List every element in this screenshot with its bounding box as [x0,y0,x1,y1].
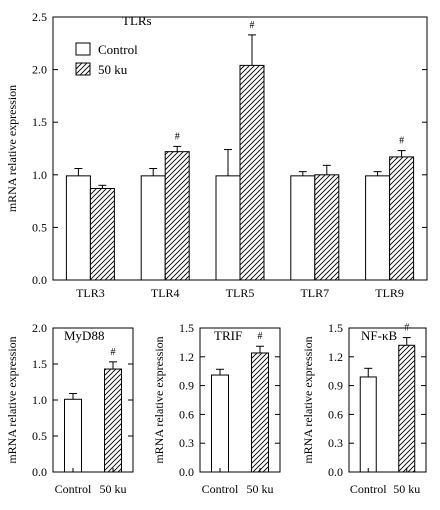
x-tick-label: Control [202,482,239,496]
trif-panel: 0.0 0.3 0.6 0.9 1.2 1.5 mRNA relative expressi… [152,321,281,496]
x-tick-label: 50 ku [247,482,274,496]
bar-treated [389,156,415,281]
bar-treated [239,64,265,281]
legend-entry: Control [98,42,138,57]
x-tick-label: TLR9 [375,286,404,300]
legend-entry: 50 ku [98,62,128,77]
y-tick-label: 1.5 [32,357,47,371]
y-tick-label: 0.9 [328,379,343,393]
bar-treated [104,368,122,473]
plot-frame [199,327,281,473]
y-axis-title: mRNA relative expression [5,336,19,463]
significance-mark: # [258,331,263,342]
y-axis-title: mRNA relative expression [5,85,19,212]
y-tick-label: 1.2 [179,350,194,364]
significance-mark: # [250,20,255,31]
bar-control [365,175,391,281]
y-tick-label: 0.0 [179,465,194,479]
y-tick-label: 0.9 [179,379,194,393]
bar-treated [251,352,269,473]
panel-title: TLRs [122,13,152,28]
y-tick-label: 1.0 [32,393,47,407]
y-axis-title: mRNA relative expression [152,336,166,463]
myd88-panel: 0.0 0.5 1.0 1.5 2.0 mRNA relative expression M… [5,321,134,496]
panel-title: MyD88 [64,328,104,343]
bar-treated [164,151,190,281]
significance-mark: # [175,131,180,142]
x-tick-label: TLR7 [300,286,329,300]
y-tick-label: 0.3 [179,436,194,450]
y-tick-label: 0.0 [32,465,47,479]
bar-control [65,175,91,281]
y-axis-title: mRNA relative expression [301,336,315,463]
y-tick-label: 0.6 [328,407,343,421]
y-tick-label: 0.3 [328,436,343,450]
y-tick-label: 2.0 [32,321,47,335]
significance-mark: # [399,136,404,147]
nfkb-panel: 0.0 0.3 0.6 0.9 1.2 1.5 mRNA relative expressi… [301,321,427,496]
bar-control [64,398,82,473]
tlr-panel: 0.0 0.5 1.0 1.5 2.0 2.5 mRNA relative expressi… [5,10,428,300]
y-tick-label: 1.5 [32,115,47,129]
x-tick-label: TLR5 [226,286,255,300]
bar-treated [398,344,416,473]
x-tick-label: 50 ku [393,482,420,496]
y-tick-label: 0.0 [32,273,47,287]
panel-title: TRIF [214,328,242,343]
y-tick-label: 1.2 [328,350,343,364]
significance-mark: # [111,347,116,358]
y-tick-label: 0.5 [32,429,47,443]
y-tick-label: 0.5 [32,220,47,234]
panel-title: NF-κB [361,328,397,343]
bar-control [140,175,166,281]
legend-swatch [75,62,91,76]
bar-control [215,175,241,281]
legend-swatch [75,42,91,56]
x-tick-label: Control [350,482,387,496]
x-tick-label: 50 ku [100,482,127,496]
bar-control [359,376,377,473]
y-tick-label: 0.0 [328,465,343,479]
y-tick-label: 1.5 [328,321,343,335]
y-tick-label: 1.0 [32,168,47,182]
y-tick-label: 1.5 [179,321,194,335]
significance-mark: # [404,323,409,334]
y-tick-label: 2.0 [32,63,47,77]
x-tick-label: Control [55,482,92,496]
y-tick-label: 2.5 [32,10,47,24]
bar-control [211,374,229,473]
bar-treated [89,187,115,281]
plot-frame [348,327,427,473]
bar-control [290,175,316,281]
y-tick-label: 0.6 [179,407,194,421]
x-tick-label: TLR3 [76,286,105,300]
bar-treated [314,174,340,281]
x-tick-label: TLR4 [151,286,180,300]
